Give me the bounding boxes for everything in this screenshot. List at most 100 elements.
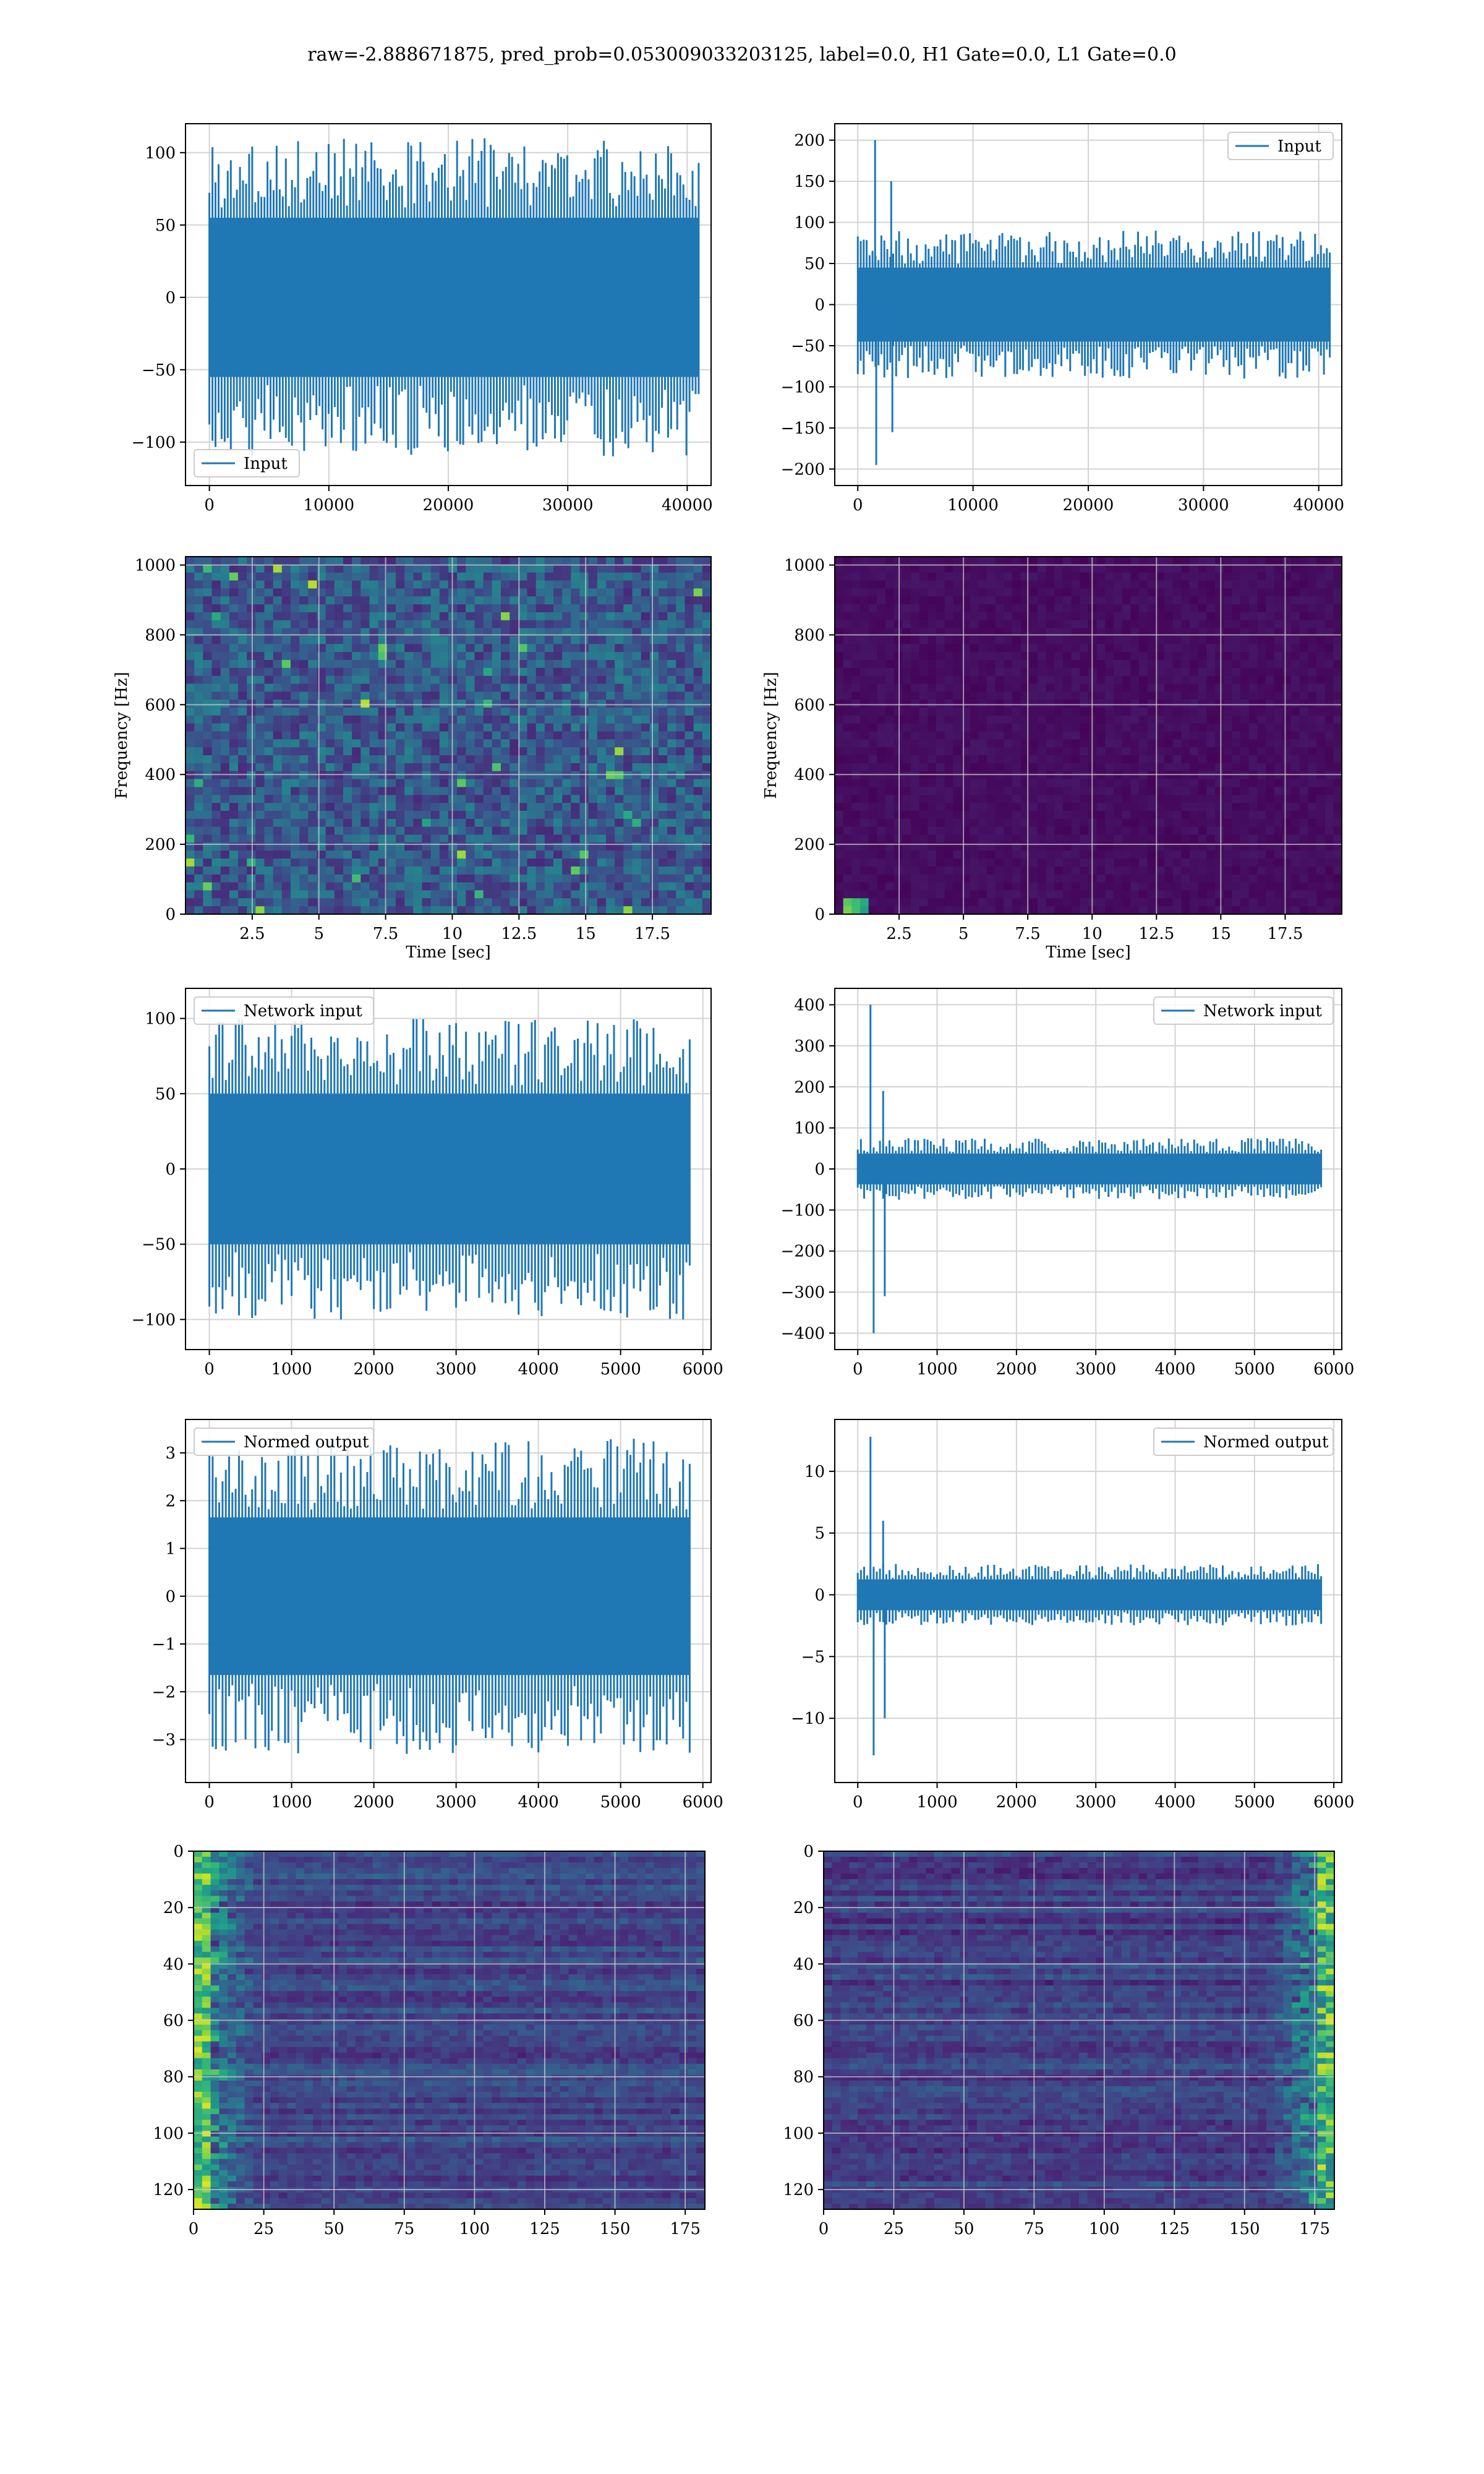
y-tick-label: 0 bbox=[814, 905, 825, 924]
x-tick-label: 4000 bbox=[518, 1360, 559, 1379]
heatmap-cells bbox=[824, 1851, 1335, 2210]
axes-frame bbox=[834, 556, 1342, 915]
figure-title: raw=-2.888671875, pred_prob=0.0530090332… bbox=[307, 44, 1176, 66]
y-tick-label: 20 bbox=[793, 1899, 814, 1917]
y-tick-label: 400 bbox=[794, 766, 825, 784]
x-tick-label: 20000 bbox=[1063, 496, 1114, 515]
y-ticks: 0 200 400 600 800 1000 bbox=[135, 557, 186, 924]
y-tick-label: −1 bbox=[152, 1635, 176, 1654]
x-ticks: 0 1000 2000 3000 4000 5000 6000 bbox=[853, 1350, 1354, 1379]
y-tick-label: −200 bbox=[781, 460, 825, 479]
x-ticks: 0 1000 2000 3000 4000 5000 6000 bbox=[204, 1350, 723, 1379]
y-ticks: −10 −5 0 5 10 bbox=[791, 1463, 835, 1728]
x-tick-label: 175 bbox=[1299, 2220, 1330, 2238]
panel-1: Input 0 10000 20000 30000 40000 −100 −50 0 50 100 bbox=[132, 123, 713, 515]
legend: Network input bbox=[1153, 996, 1334, 1025]
x-ticks: 0 25 50 75 100 125 150 175 bbox=[189, 2209, 701, 2238]
y-tick-label: −100 bbox=[781, 1201, 825, 1220]
y-tick-label: 400 bbox=[794, 996, 825, 1015]
x-tick-label: 2000 bbox=[996, 1360, 1037, 1379]
y-tick-label: 60 bbox=[793, 2012, 814, 2031]
legend: Normed output bbox=[194, 1427, 374, 1456]
x-tick-label: 25 bbox=[254, 2220, 274, 2238]
legend-label: Input bbox=[1277, 137, 1321, 156]
x-tick-label: 1000 bbox=[916, 1360, 957, 1379]
panel-9: 0 25 50 75 100 125 150 175 0 20 40 60 80 100 120 bbox=[153, 1843, 706, 2238]
x-tick-label: 0 bbox=[204, 496, 215, 515]
x-tick-label: 100 bbox=[1089, 2220, 1120, 2238]
x-axis-label: Time [sec] bbox=[406, 943, 491, 962]
legend: Normed output bbox=[1153, 1427, 1334, 1456]
x-tick-label: 4000 bbox=[1154, 1793, 1195, 1812]
y-tick-label: 400 bbox=[145, 766, 176, 784]
x-tick-label: 0 bbox=[204, 1793, 215, 1812]
panel-2: Input 0 10000 20000 30000 40000 −200 −150 −100 −5… bbox=[781, 123, 1344, 515]
y-tick-label: 50 bbox=[804, 255, 825, 273]
x-ticks: 0 1000 2000 3000 4000 5000 6000 bbox=[204, 1783, 723, 1812]
y-tick-label: 0 bbox=[814, 296, 825, 315]
y-tick-label: 100 bbox=[783, 2125, 814, 2143]
y-tick-label: 120 bbox=[783, 2181, 814, 2199]
y-tick-label: 40 bbox=[793, 1955, 814, 1974]
x-tick-label: 6000 bbox=[683, 1793, 723, 1812]
axes-frame bbox=[823, 1851, 1335, 2210]
y-tick-label: 80 bbox=[163, 2068, 184, 2087]
y-tick-label: 0 bbox=[165, 289, 176, 307]
x-tick-label: 10000 bbox=[303, 496, 354, 515]
series-core bbox=[858, 267, 1330, 342]
x-tick-label: 2000 bbox=[354, 1360, 394, 1379]
x-tick-label: 6000 bbox=[683, 1360, 723, 1379]
x-ticks: 0 1000 2000 3000 4000 5000 6000 bbox=[853, 1783, 1354, 1812]
axes-frame bbox=[185, 556, 712, 915]
y-tick-label: −10 bbox=[791, 1710, 825, 1728]
panel-8: Normed output 0 1000 2000 3000 4000 5000 6000 −1… bbox=[791, 1419, 1354, 1812]
legend-label: Network input bbox=[244, 1002, 362, 1021]
x-tick-label: 50 bbox=[953, 2220, 974, 2238]
x-tick-label: 6000 bbox=[1313, 1360, 1354, 1379]
y-tick-label: −50 bbox=[791, 337, 825, 356]
y-tick-label: −50 bbox=[142, 1236, 176, 1254]
y-tick-label: 0 bbox=[814, 1586, 825, 1605]
x-tick-label: 30000 bbox=[1178, 496, 1229, 515]
y-tick-label: 20 bbox=[163, 1899, 184, 1917]
heatmap-cells bbox=[835, 557, 1342, 915]
x-tick-label: 0 bbox=[204, 1360, 215, 1379]
y-tick-label: 200 bbox=[794, 1078, 825, 1097]
x-tick-label: 100 bbox=[459, 2220, 490, 2238]
x-tick-label: 3000 bbox=[436, 1360, 477, 1379]
y-tick-label: 50 bbox=[155, 216, 176, 235]
x-tick-label: 5 bbox=[313, 925, 324, 943]
x-tick-label: 7.5 bbox=[1015, 925, 1041, 943]
x-tick-label: 40000 bbox=[662, 496, 713, 515]
x-ticks: 0 10000 20000 30000 40000 bbox=[853, 486, 1344, 515]
x-tick-label: 150 bbox=[1229, 2220, 1260, 2238]
series-core bbox=[858, 1579, 1321, 1611]
x-tick-label: 0 bbox=[853, 1793, 863, 1812]
legend-label: Normed output bbox=[1203, 1433, 1329, 1452]
y-tick-label: 600 bbox=[145, 696, 176, 714]
x-tick-label: 3000 bbox=[1075, 1793, 1116, 1812]
y-tick-label: 0 bbox=[803, 1843, 814, 1861]
x-tick-label: 125 bbox=[1159, 2220, 1190, 2238]
x-tick-label: 0 bbox=[853, 496, 863, 515]
series-core bbox=[209, 1094, 690, 1244]
x-tick-label: 5000 bbox=[1234, 1360, 1275, 1379]
legend: Input bbox=[1227, 132, 1334, 160]
panel-3: 2.5 5 7.5 10 12.5 15 17.5 0 200 400 600 800 1000 Time… bbox=[113, 556, 712, 962]
x-tick-label: 17.5 bbox=[1267, 925, 1303, 943]
x-tick-label: 15 bbox=[1211, 925, 1231, 943]
y-ticks: −200 −150 −100 −50 0 50 100 150 200 bbox=[781, 132, 835, 479]
x-tick-label: 10 bbox=[1082, 925, 1102, 943]
y-tick-label: −100 bbox=[781, 378, 825, 396]
y-tick-label: 150 bbox=[794, 173, 825, 191]
axes-frame bbox=[185, 1419, 712, 1783]
y-ticks: −100 −50 0 50 100 bbox=[132, 144, 186, 452]
y-tick-label: 300 bbox=[794, 1037, 825, 1056]
y-ticks: −100 −50 0 50 100 bbox=[132, 1010, 186, 1329]
x-tick-label: 75 bbox=[394, 2220, 414, 2238]
y-ticks: 0 200 400 600 800 1000 bbox=[784, 557, 835, 924]
y-tick-label: 1000 bbox=[135, 557, 176, 575]
